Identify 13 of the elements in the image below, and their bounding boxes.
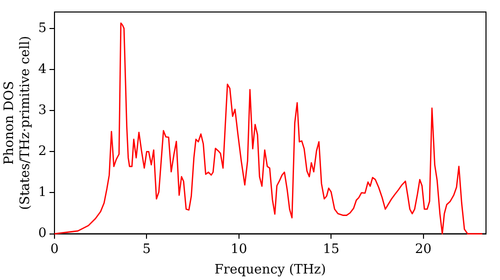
x-tick-label: 10	[230, 242, 248, 257]
y-tick-label: 3	[38, 102, 46, 118]
x-axis-title: Frequency (THz)	[214, 262, 326, 278]
y-axis-title: Phonon DOS (States/THz·primitive cell)	[2, 36, 33, 210]
x-tick-label: 5	[142, 242, 151, 257]
y-tick-label: 2	[38, 144, 46, 160]
x-tick-label: 15	[322, 242, 340, 257]
y-tick-label: 1	[38, 185, 46, 200]
y-tick-label: 0	[38, 226, 46, 242]
y-tick-label: 5	[38, 20, 46, 36]
x-tick-label: 20	[415, 242, 432, 257]
x-tick-label: 0	[50, 242, 59, 257]
y-tick-label: 4	[38, 62, 46, 77]
